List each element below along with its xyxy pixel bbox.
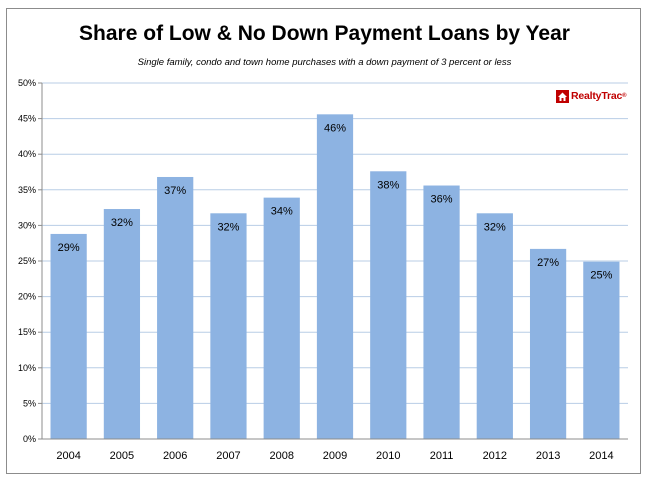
bar <box>423 185 460 439</box>
house-icon <box>556 89 569 103</box>
bar <box>316 114 354 439</box>
data-label: 25% <box>590 270 612 282</box>
bar <box>210 213 247 439</box>
data-label: 36% <box>431 194 453 206</box>
x-tick-label: 2006 <box>163 450 187 462</box>
y-tick-label: 40% <box>18 149 36 159</box>
bar <box>103 209 141 439</box>
y-tick-label: 30% <box>18 220 36 230</box>
logo-registered-mark: ® <box>622 93 627 99</box>
y-tick-label: 20% <box>18 292 36 302</box>
bar <box>476 213 513 439</box>
data-label: 34% <box>271 206 293 218</box>
data-labels: 29% 32% 37% 32% 34% 46% 38% 36% 32% 27% 25% <box>58 122 613 281</box>
data-label: 37% <box>164 185 186 197</box>
data-label: 32% <box>217 221 239 233</box>
x-tick-label: 2005 <box>110 450 134 462</box>
bar <box>263 197 300 439</box>
y-tick-label: 5% <box>23 398 36 408</box>
y-tick-label: 45% <box>18 114 36 124</box>
x-tick-label: 2010 <box>376 450 400 462</box>
data-label: 29% <box>58 242 80 254</box>
x-tick-label: 2011 <box>430 450 454 462</box>
x-tick-label: 2014 <box>589 450 613 462</box>
logo-text: RealtyTrac <box>571 90 623 102</box>
x-tick-label: 2009 <box>323 450 347 462</box>
y-tick-label: 25% <box>18 256 36 266</box>
data-label: 32% <box>484 221 506 233</box>
x-tick-label: 2012 <box>483 450 507 462</box>
realtytrac-logo: RealtyTrac ® <box>556 88 627 104</box>
x-tick-label: 2004 <box>56 450 80 462</box>
y-tick-label: 15% <box>18 327 36 337</box>
chart-subtitle: Single family, condo and town home purch… <box>137 57 512 68</box>
chart-title: Share of Low & No Down Payment Loans by … <box>79 22 570 45</box>
y-tick-label: 0% <box>23 434 36 444</box>
data-label: 27% <box>537 257 559 269</box>
y-tick-labels: 0% 5% 10% 15% 20% 25% 30% 35% 40% 45% 50% <box>18 78 36 444</box>
y-tick-label: 50% <box>18 78 36 88</box>
bar <box>370 171 407 439</box>
x-tick-label: 2008 <box>269 450 293 462</box>
x-tick-labels: 2004 2005 2006 2007 2008 2009 2010 2011 2012 2013… <box>56 450 613 462</box>
y-tick-label: 10% <box>18 363 36 373</box>
bar <box>50 233 87 439</box>
bar <box>529 248 567 439</box>
data-label: 32% <box>111 217 133 229</box>
bars <box>50 114 620 439</box>
y-tick-label: 35% <box>18 185 36 195</box>
data-label: 38% <box>377 179 399 191</box>
x-tick-label: 2013 <box>536 450 560 462</box>
data-label: 46% <box>324 122 346 134</box>
axes <box>41 83 628 440</box>
bar <box>157 176 194 439</box>
bar <box>583 261 620 439</box>
x-tick-label: 2007 <box>216 450 240 462</box>
